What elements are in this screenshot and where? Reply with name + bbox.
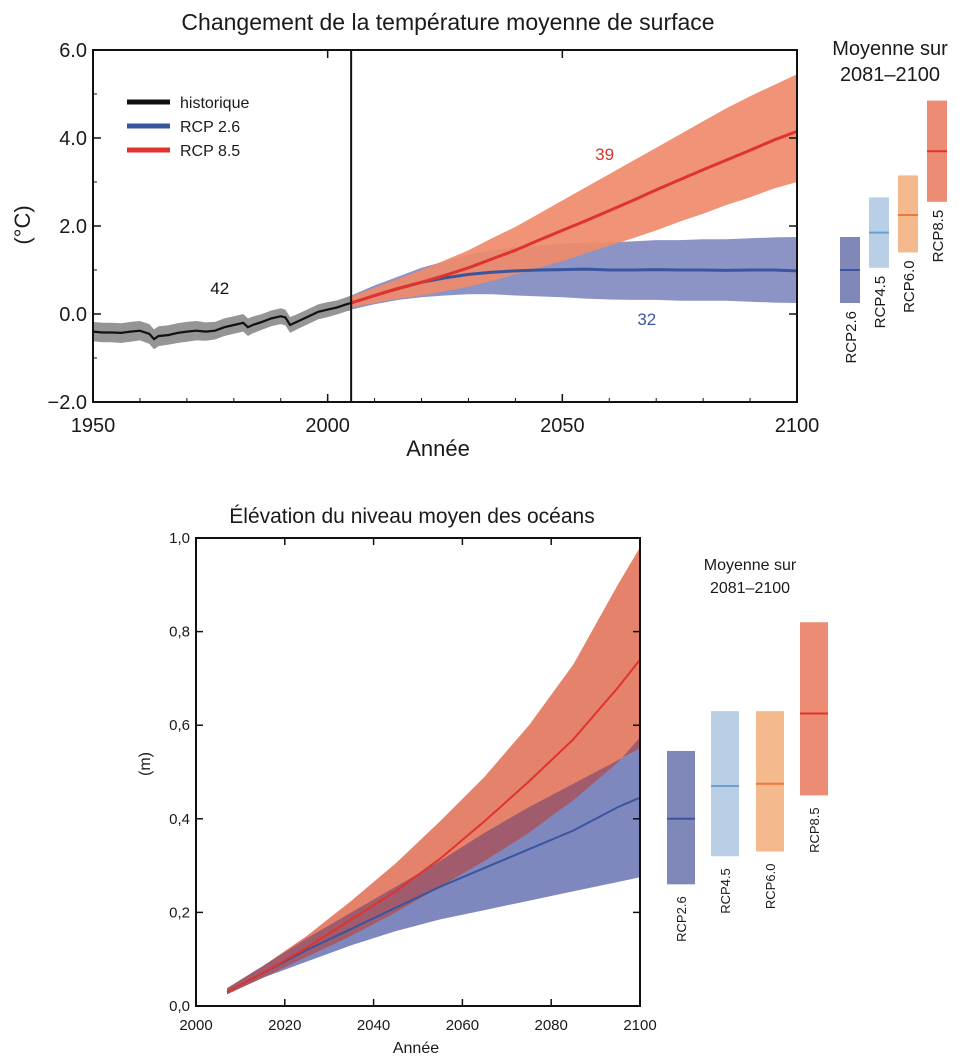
y-tick-label: 6.0 — [59, 40, 87, 62]
y-tick-label: 4.0 — [59, 128, 87, 150]
sea-level-plot-frame — [195, 537, 641, 1007]
range-bar-RCP2.6 — [667, 750, 695, 885]
sea-level-series-lines — [226, 659, 641, 993]
range-bar-RCP4.5 — [711, 711, 739, 857]
y-tick-label: 2.0 — [59, 216, 87, 238]
x-tick-label: 2050 — [540, 415, 585, 437]
scenario-label-RCP4.5: RCP4.5 — [872, 276, 889, 329]
temperature-average-title-line2: 2081–2100 — [840, 64, 940, 86]
x-tick-label: 2020 — [268, 1017, 301, 1034]
scenario-label-RCP6.0: RCP6.0 — [763, 864, 778, 910]
sea-level-x-axis-label: Année — [393, 1040, 439, 1057]
y-tick-label: 1,0 — [169, 530, 190, 547]
temperature-x-axis: 1950 2000 2050 2100 — [71, 50, 820, 437]
sea-level-average-title-line1: Moyenne sur — [704, 557, 797, 574]
sea-level-average-panel: Moyenne sur 2081–2100 RCP2.6 RCP4.5 RCP6.0… — [667, 557, 828, 942]
x-tick-label: 2100 — [775, 415, 820, 437]
x-tick-label: 2100 — [623, 1017, 656, 1034]
temperature-uncertainty-bands — [93, 74, 797, 350]
line-historique — [92, 301, 352, 341]
scenario-label-RCP2.6: RCP2.6 — [843, 311, 860, 364]
sea-level-chart-title: Élévation du niveau moyen des océans — [229, 505, 594, 528]
temperature-y-axis-label: (°C) — [10, 205, 35, 244]
sea-level-y-axis: 0,0 0,2 0,4 0,6 0,8 1,0 — [169, 530, 640, 1015]
sea-level-average-title-line2: 2081–2100 — [710, 580, 790, 597]
line-rcp85 — [226, 659, 641, 993]
x-tick-label: 2060 — [446, 1017, 479, 1034]
band-rcp85 — [227, 547, 640, 995]
x-tick-label: 2000 — [179, 1017, 212, 1034]
temperature-y-axis: −2.0 0.0 2.0 4.0 6.0 — [48, 40, 797, 414]
temperature-chart-title: Changement de la température moyenne de … — [181, 9, 714, 35]
model-count-rcp85: 39 — [595, 145, 614, 164]
temperature-average-title-line1: Moyenne sur — [832, 38, 948, 60]
legend-label-rcp26: RCP 2.6 — [180, 119, 240, 136]
x-tick-label: 2040 — [357, 1017, 390, 1034]
y-tick-label: −2.0 — [48, 392, 87, 414]
temperature-chart: Changement de la température moyenne de … — [10, 9, 948, 461]
scenario-label-RCP2.6: RCP2.6 — [674, 896, 689, 942]
range-bar-RCP8.5 — [800, 622, 828, 796]
temperature-series-lines — [92, 129, 798, 341]
x-tick-label: 2000 — [305, 415, 350, 437]
band-rcp85 — [351, 74, 797, 308]
range-bar-RCP6.0 — [898, 175, 918, 253]
sea-level-x-axis: 2000 2020 2040 2060 2080 2100 — [179, 538, 657, 1034]
temperature-model-counts: 42 32 39 — [210, 145, 656, 329]
sea-level-y-axis-label: (m) — [137, 752, 154, 776]
model-count-historique: 42 — [210, 279, 229, 298]
legend-label-historique: historique — [180, 95, 249, 112]
temperature-average-panel: Moyenne sur 2081–2100 RCP2.6 RCP4.5 RCP6.0… — [832, 38, 948, 364]
line-rcp85 — [350, 129, 798, 305]
y-tick-label: 0,4 — [169, 811, 190, 828]
y-tick-label: 0,8 — [169, 624, 190, 641]
y-tick-label: 0,6 — [169, 717, 190, 734]
legend-label-rcp85: RCP 8.5 — [180, 143, 240, 160]
range-bar-RCP6.0 — [756, 711, 784, 852]
y-tick-label: 0,0 — [169, 998, 190, 1015]
model-count-rcp26: 32 — [637, 310, 656, 329]
temperature-legend: historique RCP 2.6 RCP 8.5 — [127, 95, 249, 160]
y-tick-label: 0.0 — [59, 304, 87, 326]
x-tick-label: 2080 — [535, 1017, 568, 1034]
y-tick-label: 0,2 — [169, 904, 190, 921]
temperature-x-axis-label: Année — [406, 436, 470, 461]
scenario-label-RCP6.0: RCP6.0 — [901, 260, 918, 313]
band-overlap — [227, 736, 640, 995]
line-rcp26 — [226, 796, 641, 993]
sea-level-uncertainty-bands — [227, 547, 640, 995]
band-rcp26 — [351, 237, 797, 310]
sea-level-chart: Élévation du niveau moyen des océans 200… — [137, 505, 828, 1057]
scenario-label-RCP4.5: RCP4.5 — [718, 868, 733, 914]
x-tick-label: 1950 — [71, 415, 116, 437]
scenario-label-RCP8.5: RCP8.5 — [807, 807, 822, 853]
band-historique — [93, 295, 352, 350]
scenario-label-RCP8.5: RCP8.5 — [930, 210, 947, 263]
